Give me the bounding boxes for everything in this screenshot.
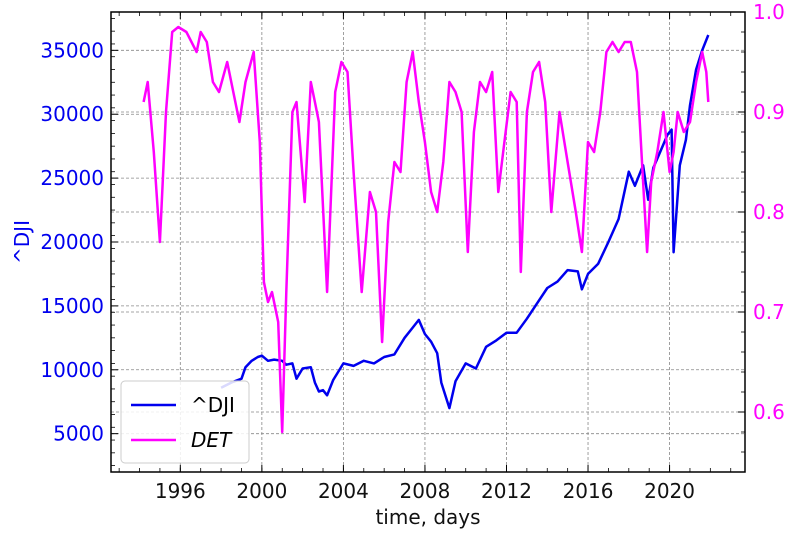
x-tick-label: 1996	[155, 479, 206, 503]
x-tick-label: 2020	[644, 479, 695, 503]
x-tick-label: 2004	[318, 479, 369, 503]
y-right-tick-label: 1.0	[753, 0, 785, 24]
series-layer	[142, 25, 710, 434]
x-tick-label: 2016	[563, 479, 614, 503]
y-right-tick-label: 0.7	[753, 300, 785, 324]
x-tick-label: 2008	[399, 479, 450, 503]
legend-box	[120, 380, 250, 464]
y-left-tick-label: 25000	[40, 166, 104, 190]
y-left-tick-label: 30000	[40, 102, 104, 126]
x-axis-label: time, days	[375, 505, 480, 529]
y-left-tick-label: 20000	[40, 230, 104, 254]
ticks-layer: 1996 2000 2004 2008 2012 2016 2020 5000 10000 150…	[40, 0, 784, 503]
y-left-tick-label: 5000	[53, 422, 104, 446]
y-right-tick-label: 0.8	[753, 200, 785, 224]
legend: ^DJI DET	[120, 380, 250, 464]
y-right-tick-label: 0.6	[753, 400, 785, 424]
x-tick-label: 2000	[236, 479, 287, 503]
y-right-tick-label: 0.9	[753, 100, 785, 124]
y-left-tick-label: 15000	[40, 294, 104, 318]
x-tick-label: 2012	[481, 479, 532, 503]
y-left-tick-label: 35000	[40, 38, 104, 62]
y-left-tick-label: 10000	[40, 358, 104, 382]
y-axis-left-label: ^DJI	[10, 220, 34, 264]
series-line-det	[142, 25, 710, 434]
legend-label-det: DET	[191, 428, 233, 452]
series-line-dji	[220, 34, 710, 410]
legend-label-dji: ^DJI	[191, 393, 235, 417]
